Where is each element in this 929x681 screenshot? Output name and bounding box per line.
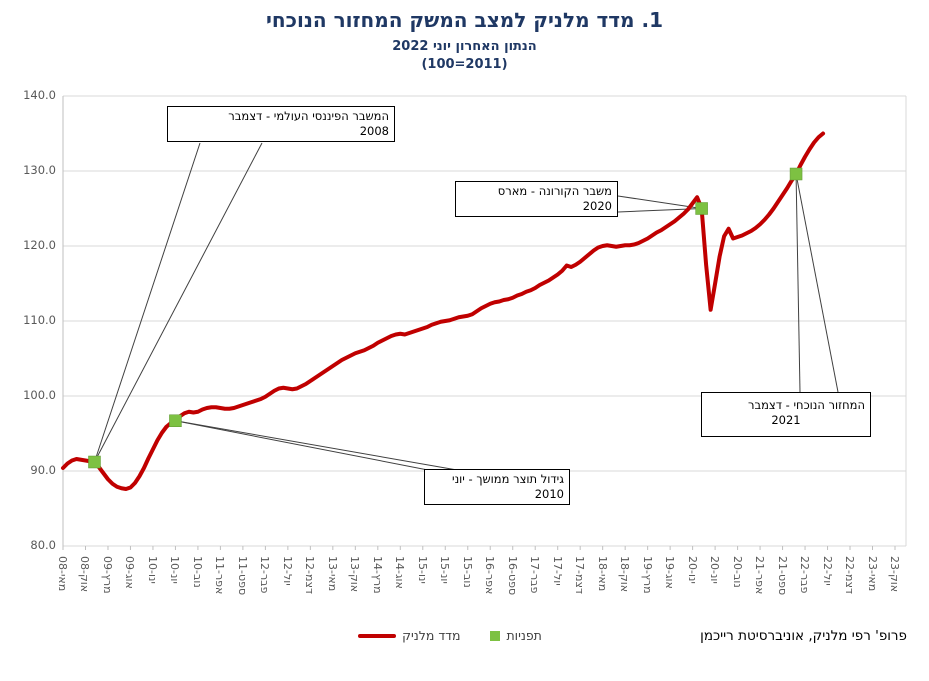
credit-text: פרופ' רפי מלניק, אוניברסיטת רייכמן — [700, 628, 907, 644]
y-axis-label: 100.0 — [23, 388, 56, 402]
y-axis-label: 90.0 — [30, 463, 56, 477]
annotation-text: משבר הקורונה - מארס — [497, 184, 612, 198]
turning-point-marker — [695, 202, 708, 215]
index-line — [61, 131, 826, 491]
chart-subtitle: הנתון האחרון יוני 2022 — [392, 39, 537, 54]
legend: מדד מלניק תפניות — [160, 628, 740, 643]
annotation-growth-2010: גידול תוצר ממושך - יוני 2010 — [424, 469, 570, 505]
annotation-year: 2021 — [771, 413, 801, 427]
annotation-financial-crisis-2008: המשבר הפיננסי העולמי - דצמבר 2008 — [167, 106, 395, 142]
leader-line — [795, 173, 839, 393]
annotation-text: המחזור הנוכחי - דצמבר — [747, 398, 865, 412]
annotation-text: המשבר הפיננסי העולמי - דצמבר — [228, 109, 389, 123]
y-axis-label: 110.0 — [23, 313, 56, 327]
y-axis-label: 120.0 — [23, 238, 56, 252]
legend-label: תפניות — [506, 628, 542, 643]
annotation-year: 2020 — [582, 199, 612, 213]
legend-item-index: מדד מלניק — [358, 628, 460, 643]
chart-title: 1. מדד מלניק למצב המשק המחזור הנוכחי — [266, 8, 663, 32]
leader-line — [175, 420, 434, 472]
y-axis-label: 140.0 — [23, 88, 56, 102]
y-axis-label: 80.0 — [30, 538, 56, 552]
legend-item-turning-points: תפניות — [490, 628, 542, 643]
turning-point-marker — [169, 414, 182, 427]
turning-point-marker — [88, 455, 101, 469]
green-square-swatch-icon — [490, 630, 501, 641]
turning-point-marker — [789, 167, 803, 181]
annotation-year: 2010 — [534, 487, 564, 501]
leader-line — [94, 142, 201, 463]
leader-line — [94, 142, 263, 463]
legend-label: מדד מלניק — [402, 628, 461, 643]
annotation-current-cycle-2021: המחזור הנוכחי - דצמבר 2021 — [701, 392, 871, 437]
annotation-corona-2020: משבר הקורונה - מארס 2020 — [455, 181, 618, 217]
leader-line — [795, 173, 801, 393]
y-axis-label: 130.0 — [23, 163, 56, 177]
chart-subtitle-baseline: (100=2011) — [421, 57, 508, 72]
red-line-swatch-icon — [358, 633, 397, 638]
annotation-text: גידול תוצר ממושך - יוני — [452, 472, 564, 486]
annotation-year: 2008 — [359, 124, 389, 138]
leader-line — [175, 420, 458, 471]
leader-line — [617, 195, 702, 209]
